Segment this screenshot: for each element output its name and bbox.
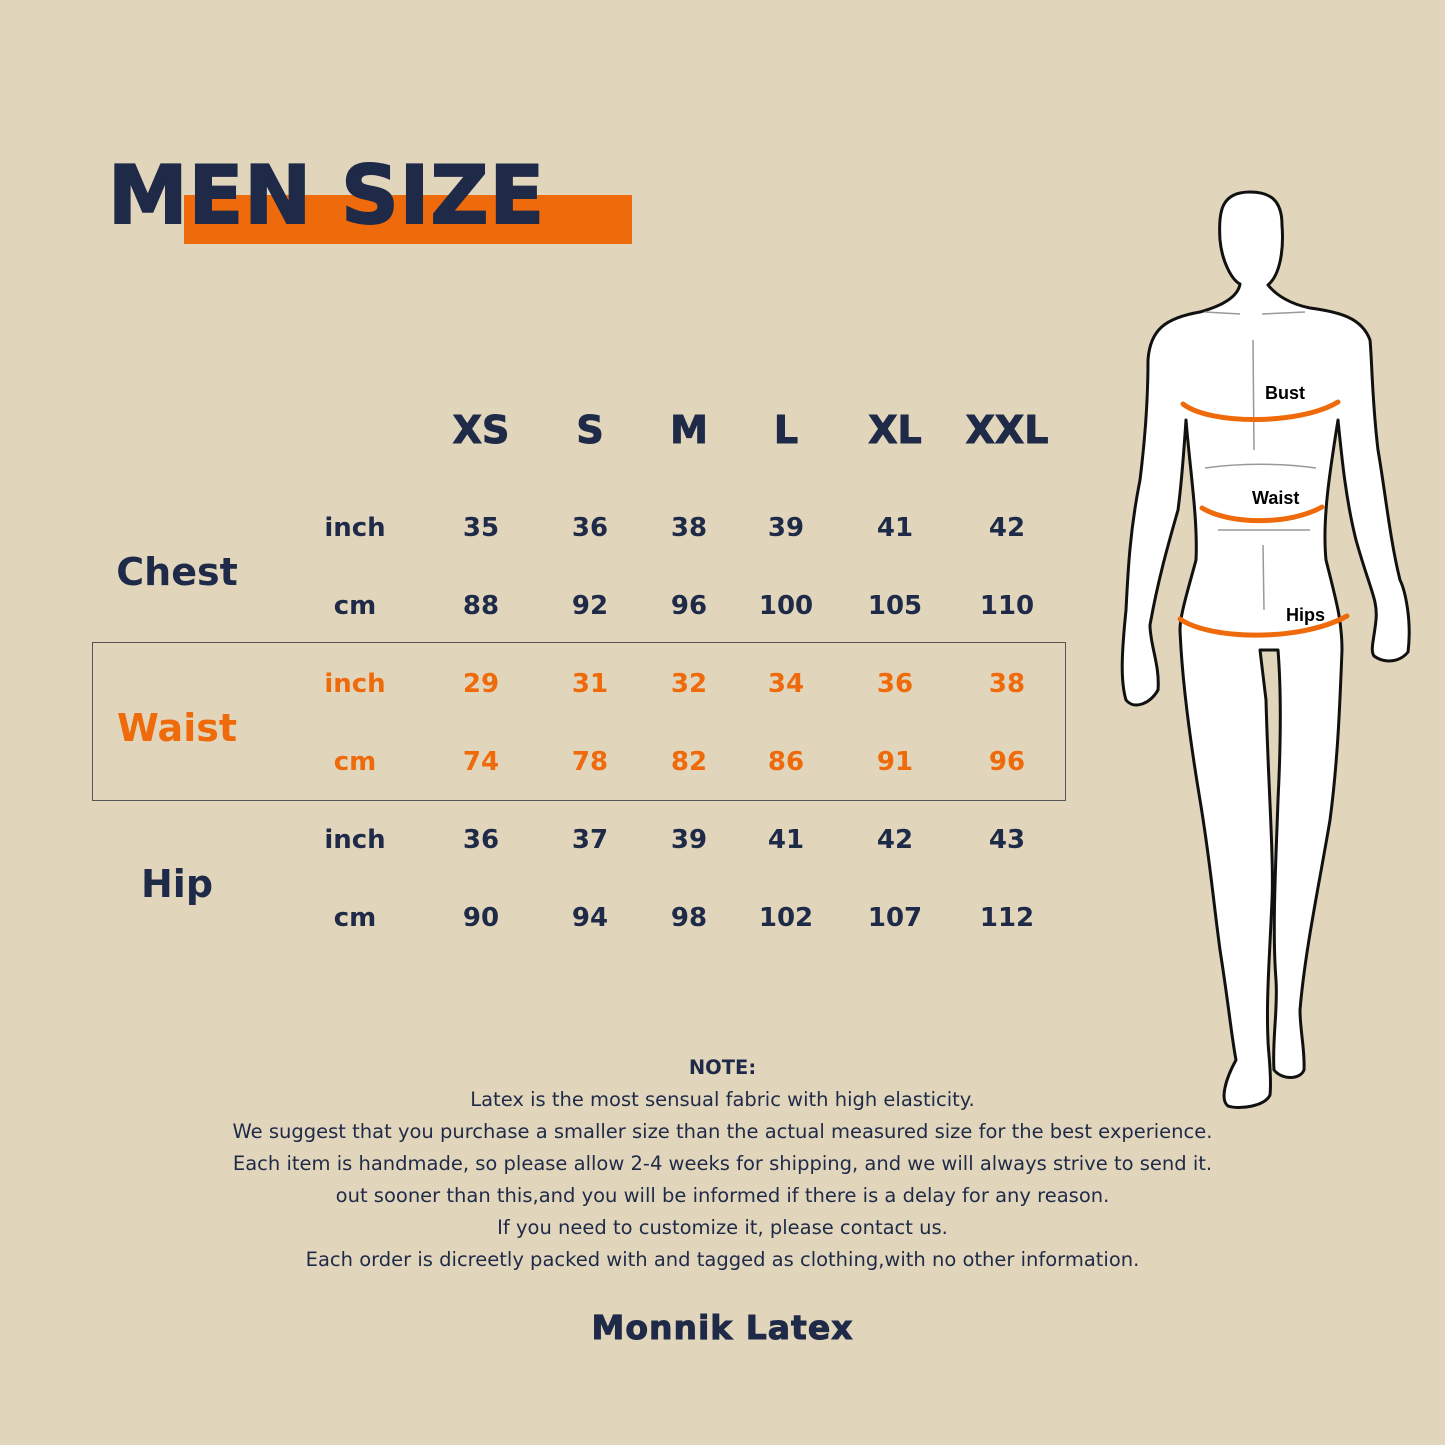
- table-cell: 32: [670, 669, 708, 699]
- table-cell: 35: [462, 513, 500, 543]
- table-cell: 41: [767, 825, 805, 855]
- table-cell: 92: [571, 591, 609, 621]
- note-line: We suggest that you purchase a smaller s…: [232, 1120, 1213, 1143]
- table-cell: 43: [988, 825, 1026, 855]
- table-cell: 96: [670, 591, 708, 621]
- note-section: NOTE: Latex is the most sensual fabric w…: [0, 1052, 1445, 1276]
- figure-detail-line: [1204, 311, 1306, 315]
- table-cell: 39: [670, 825, 708, 855]
- hips-measure-line: [1177, 613, 1350, 638]
- waist-measure-line: [1199, 504, 1325, 524]
- table-cell: 107: [867, 903, 923, 933]
- table-cell: 38: [988, 669, 1026, 699]
- table-cell: 96: [988, 747, 1026, 777]
- table-cell: 90: [462, 903, 500, 933]
- table-cell: 110: [979, 591, 1035, 621]
- table-cell: 34: [767, 669, 805, 699]
- title-underline-bar: [184, 195, 632, 244]
- table-cell: 31: [571, 669, 609, 699]
- size-header-xl: XL: [868, 408, 923, 453]
- figure-detail-line: [1252, 339, 1255, 451]
- note-line: Each order is dicreetly packed with and …: [305, 1248, 1140, 1271]
- size-header-s: S: [576, 408, 604, 453]
- figure-label-bust: Bust: [1265, 383, 1305, 403]
- table-cell: 94: [571, 903, 609, 933]
- size-header-m: M: [670, 408, 709, 453]
- table-cell: 91: [876, 747, 914, 777]
- figure-label-hips: Hips: [1286, 605, 1325, 625]
- category-label-chest: Chest: [116, 550, 238, 594]
- table-cell: 41: [876, 513, 914, 543]
- unit-label-cm: cm: [333, 903, 377, 933]
- table-cell: 86: [767, 747, 805, 777]
- table-cell: 98: [670, 903, 708, 933]
- table-cell: 112: [979, 903, 1035, 933]
- unit-label-inch: inch: [324, 513, 386, 543]
- table-cell: 100: [758, 591, 814, 621]
- unit-label-cm: cm: [333, 747, 377, 777]
- note-line: out sooner than this,and you will be inf…: [335, 1184, 1110, 1207]
- table-cell: 37: [571, 825, 609, 855]
- note-line: If you need to customize it, please cont…: [497, 1216, 948, 1239]
- note-heading: NOTE:: [688, 1056, 757, 1079]
- table-cell: 78: [571, 747, 609, 777]
- table-cell: 36: [876, 669, 914, 699]
- table-cell: 36: [571, 513, 609, 543]
- unit-label-cm: cm: [333, 591, 377, 621]
- unit-label-inch: inch: [324, 669, 386, 699]
- table-cell: 39: [767, 513, 805, 543]
- table-cell: 42: [876, 825, 914, 855]
- brand-name: Monnik Latex: [591, 1308, 854, 1348]
- table-cell: 38: [670, 513, 708, 543]
- table-cell: 102: [758, 903, 814, 933]
- table-cell: 36: [462, 825, 500, 855]
- figure-detail-line: [1262, 544, 1265, 611]
- figure-body-outline: [1120, 190, 1411, 1110]
- figure-detail-line: [1204, 463, 1317, 469]
- figure-label-waist: Waist: [1252, 488, 1299, 508]
- table-cell: 82: [670, 747, 708, 777]
- table-cell: 29: [462, 669, 500, 699]
- bust-measure-line: [1180, 399, 1341, 422]
- unit-label-inch: inch: [324, 825, 386, 855]
- note-line: Each item is handmade, so please allow 2…: [232, 1152, 1213, 1175]
- category-label-hip: Hip: [140, 862, 214, 906]
- size-header-xxl: XXL: [965, 408, 1049, 453]
- body-measurement-figure: Bust Waist Hips: [1120, 190, 1411, 1110]
- size-header-l: L: [773, 408, 799, 453]
- note-line: Latex is the most sensual fabric with hi…: [470, 1088, 975, 1111]
- waist-highlight-box: [92, 642, 1066, 801]
- page-title: MEN SIZE: [107, 148, 546, 243]
- table-cell: 42: [988, 513, 1026, 543]
- table-cell: 105: [867, 591, 923, 621]
- table-cell: 74: [462, 747, 500, 777]
- category-label-waist: Waist: [116, 706, 237, 750]
- table-cell: 88: [462, 591, 500, 621]
- size-header-xs: XS: [452, 408, 510, 453]
